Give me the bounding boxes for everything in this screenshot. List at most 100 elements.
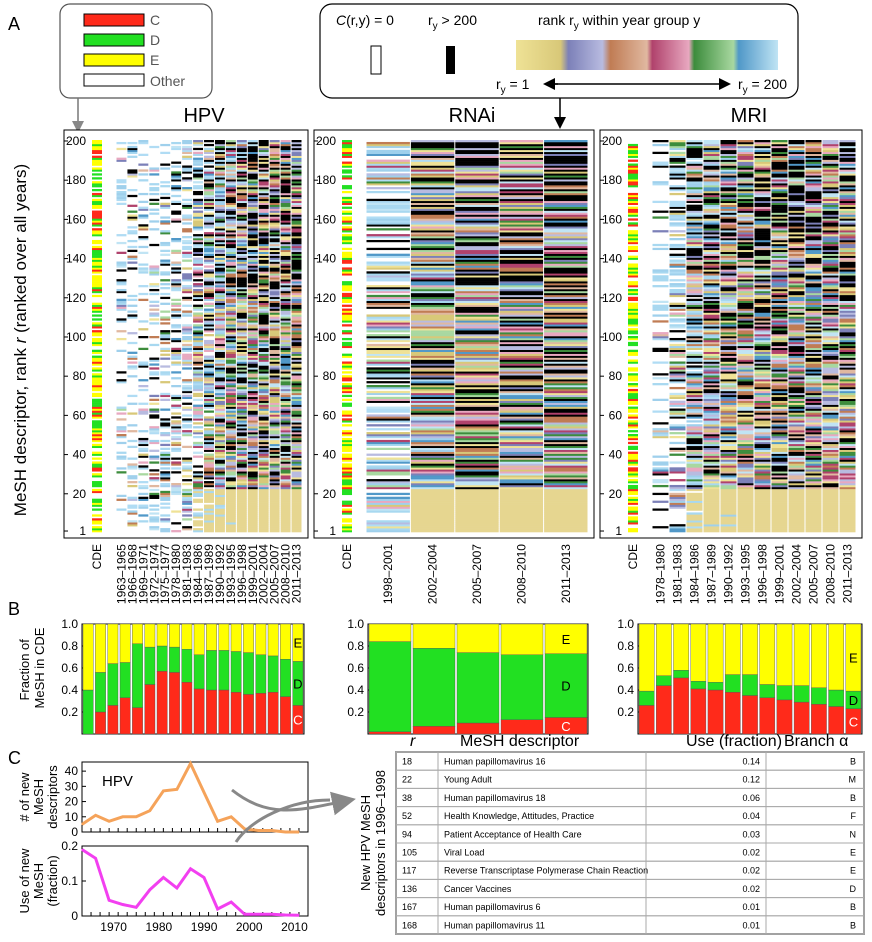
heatmap-cell <box>247 228 258 231</box>
heatmap-cell <box>703 190 720 194</box>
heatmap-cell <box>171 447 182 450</box>
heatmap-cell <box>544 163 588 166</box>
heatmap-cell <box>737 414 754 417</box>
heatmap-cell <box>280 363 291 366</box>
heatmap-cell <box>247 439 258 443</box>
heatmap-cell <box>182 379 193 382</box>
heatmap-cell <box>160 263 171 266</box>
heatmap-cell <box>280 404 291 407</box>
heatmap-cell <box>703 502 720 505</box>
heatmap-cell <box>225 526 236 529</box>
heatmap-cell <box>182 506 193 509</box>
heatmap-cell <box>720 524 737 527</box>
heatmap-cell <box>410 292 455 296</box>
heatmap-cell <box>703 234 720 237</box>
heatmap-cell <box>686 239 703 243</box>
heatmap-cell <box>258 277 269 280</box>
heatmap-cell <box>269 479 280 482</box>
heatmap-cell <box>193 465 204 468</box>
heatmap-cell <box>652 216 669 219</box>
cde-cell <box>92 155 102 158</box>
heatmap-cell <box>410 500 455 503</box>
heatmap-cell <box>149 477 160 480</box>
heatmap-cell <box>236 228 247 231</box>
heatmap-cell <box>499 281 544 284</box>
heatmap-cell <box>280 328 291 331</box>
heatmap-cell <box>410 294 455 298</box>
cde-cell <box>92 414 102 417</box>
heatmap-cell <box>544 457 588 460</box>
heatmap-cell <box>669 167 686 170</box>
heatmap-cell <box>269 422 280 425</box>
heatmap-cell <box>669 355 686 358</box>
heatmap-cell <box>269 445 280 449</box>
heatmap-cell <box>652 383 669 386</box>
heatmap-cell <box>225 334 236 337</box>
heatmap-cell <box>280 300 291 303</box>
heatmap-cell <box>720 275 737 278</box>
heatmap-cell <box>236 418 247 421</box>
heatmap-cell <box>193 353 204 356</box>
heatmap-cell <box>236 514 247 517</box>
heatmap-cell <box>455 151 499 155</box>
heatmap-cell <box>236 241 247 245</box>
heatmap-cell <box>686 345 703 349</box>
heatmap-cell <box>160 279 171 282</box>
heatmap-cell <box>269 392 280 396</box>
cde-cell <box>342 175 352 178</box>
heatmap-cell <box>193 147 204 151</box>
heatmap-cell <box>499 189 544 192</box>
heatmap-cell <box>280 504 291 507</box>
cde-cell <box>92 265 102 268</box>
heatmap-cell <box>247 430 258 433</box>
cde-cell <box>628 310 638 313</box>
heatmap-cell <box>247 292 258 296</box>
heatmap-cell <box>737 381 754 384</box>
heatmap-cell <box>686 408 703 411</box>
heatmap-cell <box>366 500 410 503</box>
heatmap-cell <box>737 514 754 517</box>
cde-cell <box>342 267 352 270</box>
heatmap-cell <box>686 259 703 262</box>
heatmap-cell <box>204 449 214 452</box>
heatmap-cell <box>204 461 214 464</box>
heatmap-cell <box>703 490 720 494</box>
heatmap-cell <box>204 355 214 358</box>
heatmap-cell <box>455 510 499 513</box>
heatmap-cell <box>258 316 269 319</box>
heatmap-cell <box>149 410 160 413</box>
heatmap-cell <box>247 165 258 168</box>
heatmap-cell <box>204 277 214 280</box>
heatmap-cell <box>171 314 182 317</box>
cde-cell <box>628 247 638 251</box>
heatmap-cell <box>247 371 258 374</box>
heatmap-cell <box>236 234 247 237</box>
heatmap-cell <box>499 385 544 388</box>
heatmap-cell <box>236 410 247 413</box>
heatmap-cell <box>247 502 258 505</box>
heatmap-cell <box>703 357 720 360</box>
heatmap-cell <box>247 343 258 347</box>
heatmap-cell <box>703 175 720 178</box>
heatmap-cell <box>686 402 703 405</box>
heatmap-cell <box>455 292 499 296</box>
heatmap-cell <box>410 314 455 317</box>
heatmap-cell <box>214 177 225 180</box>
heatmap-cell <box>258 232 269 235</box>
heatmap-cell <box>193 210 204 213</box>
heatmap-cell <box>455 490 499 494</box>
heatmap-cell <box>720 424 737 427</box>
heatmap-cell <box>720 406 737 409</box>
heatmap-cell <box>171 394 182 398</box>
cde-cell <box>92 212 102 215</box>
heatmap-cell <box>499 498 544 501</box>
heatmap-cell <box>204 406 214 409</box>
heatmap-cell <box>149 504 160 507</box>
heatmap-cell <box>258 334 269 337</box>
heatmap-cell <box>544 304 588 307</box>
heatmap-cell <box>703 189 720 192</box>
heatmap-cell <box>269 218 280 221</box>
heatmap-cell <box>499 465 544 468</box>
heatmap-cell <box>720 467 737 470</box>
heatmap-cell <box>193 430 204 433</box>
